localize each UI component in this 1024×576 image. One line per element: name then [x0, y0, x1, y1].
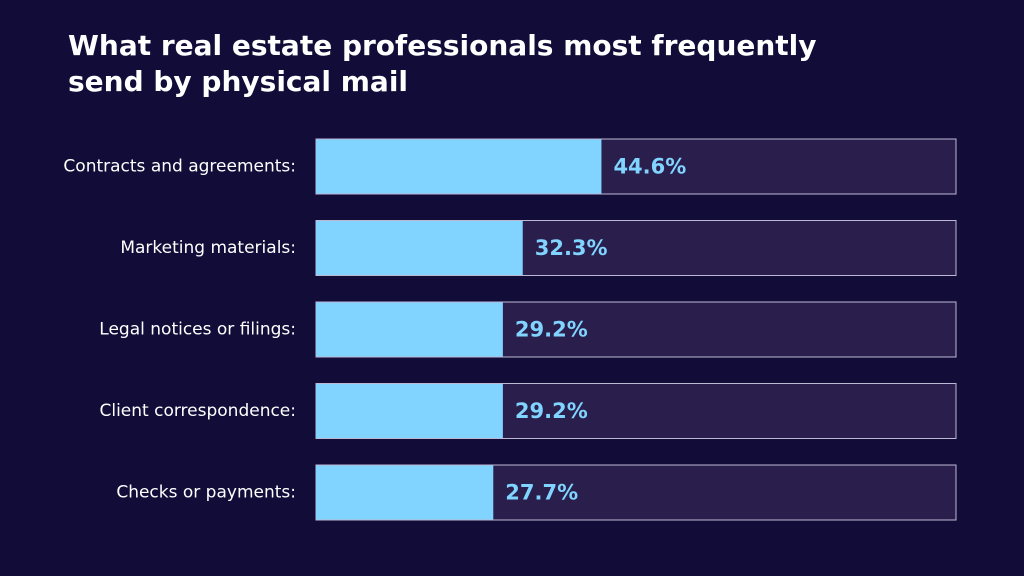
- value-label: 32.3%: [535, 236, 608, 260]
- value-label: 27.7%: [505, 481, 578, 505]
- bar: [316, 384, 503, 438]
- chart-title: What real estate professionals most freq…: [68, 29, 817, 98]
- category-label: Legal notices or filings:: [99, 320, 296, 340]
- value-label: 29.2%: [515, 399, 588, 423]
- bar: [316, 302, 503, 357]
- value-label: 44.6%: [613, 155, 686, 179]
- value-label: 29.2%: [515, 318, 588, 342]
- category-label: Checks or payments:: [116, 483, 296, 503]
- category-label: Marketing materials:: [120, 238, 296, 258]
- bar: [316, 139, 602, 194]
- category-label: Contracts and agreements:: [63, 157, 296, 177]
- bar: [316, 465, 494, 520]
- category-label: Client correspondence:: [99, 401, 296, 421]
- bar: [316, 221, 523, 275]
